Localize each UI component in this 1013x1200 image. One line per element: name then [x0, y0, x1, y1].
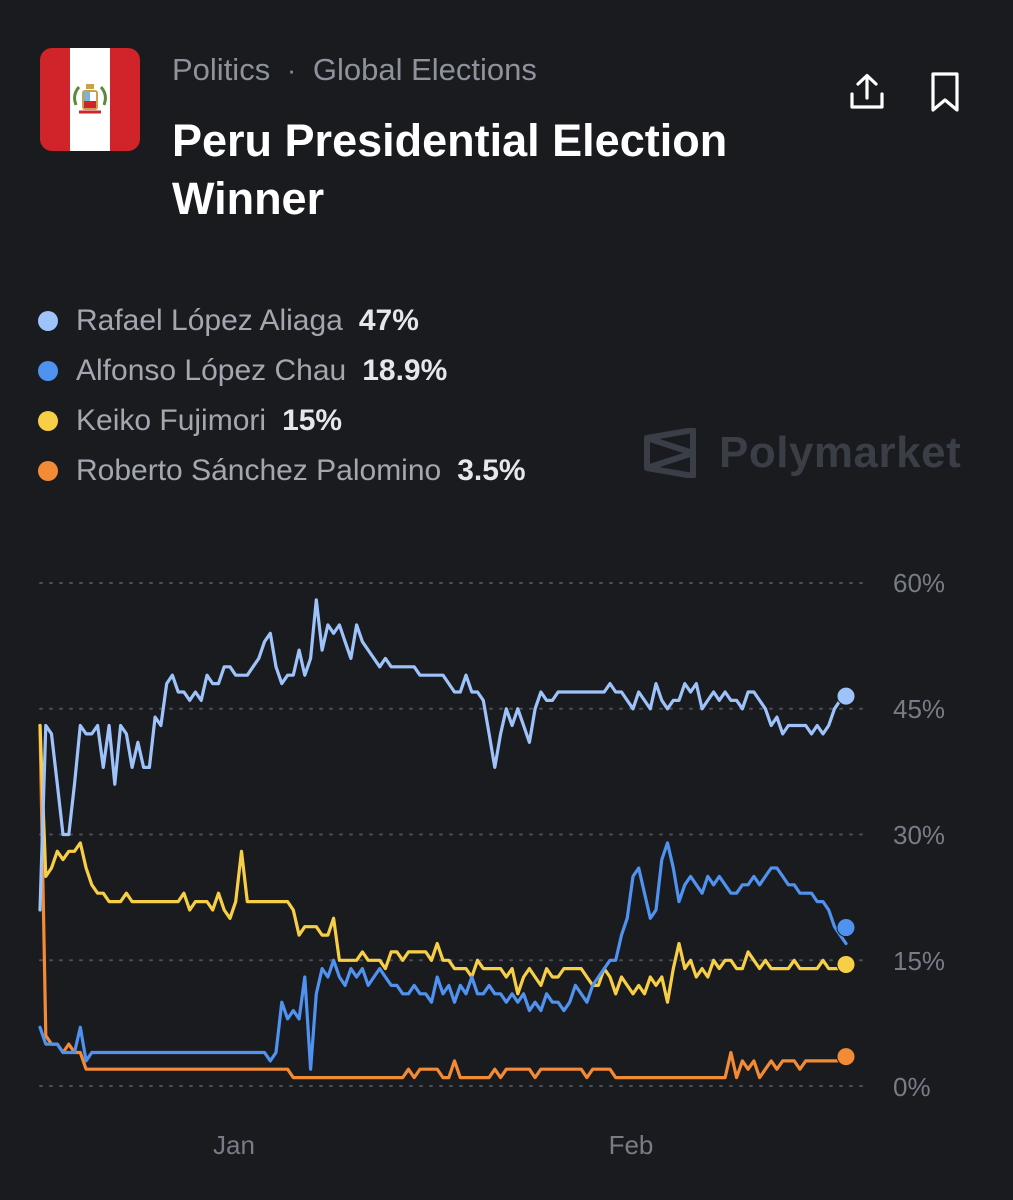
polymarket-logo-icon — [644, 428, 696, 478]
legend-name-keiko: Keiko Fujimori — [76, 404, 267, 437]
y-tick-label-15: 15% — [893, 946, 945, 976]
legend-item-keiko: Keiko Fujimori 15% — [38, 396, 526, 446]
x-axis-labels: Jan Feb — [213, 1130, 653, 1160]
chart-legend: Rafael López Aliaga 47% Alfonso López Ch… — [38, 296, 526, 496]
flag-white-stripe — [70, 48, 110, 151]
end-marker-keiko — [836, 954, 856, 974]
line-chart: 60% 45% 30% 15% 0% Jan Feb — [38, 568, 945, 1160]
legend-swatch-rafael — [38, 311, 58, 331]
legend-name-rafael: Rafael López Aliaga — [76, 304, 343, 337]
breadcrumb-subcategory[interactable]: Global Elections — [312, 52, 537, 87]
legend-name-roberto: Roberto Sánchez Palomino — [76, 454, 442, 487]
flag-red-stripe-right — [110, 48, 140, 151]
y-tick-label-60: 60% — [893, 568, 945, 598]
series-line-roberto — [38, 723, 848, 1080]
legend-swatch-alfonso — [38, 361, 58, 381]
breadcrumb-category[interactable]: Politics — [172, 52, 271, 87]
y-tick-label-45: 45% — [893, 694, 945, 724]
page-title: Peru Presidential Election Winner — [172, 115, 728, 224]
bookmark-icon — [931, 72, 959, 112]
y-axis-labels: 60% 45% 30% 15% 0% — [893, 568, 945, 1102]
series-line-rafael — [38, 598, 848, 912]
y-tick-label-30: 30% — [893, 820, 945, 850]
y-tick-label-0: 0% — [893, 1072, 931, 1102]
legend-item-rafael: Rafael López Aliaga 47% — [38, 296, 526, 346]
legend-item-roberto: Roberto Sánchez Palomino 3.5% — [38, 446, 526, 496]
x-tick-label-jan: Jan — [213, 1130, 255, 1160]
legend-name-alfonso: Alfonso López Chau — [76, 354, 347, 387]
series-lines — [38, 598, 848, 1080]
series-line-keiko — [38, 723, 848, 1004]
legend-item-alfonso: Alfonso López Chau 18.9% — [38, 346, 526, 396]
bookmark-button[interactable] — [921, 68, 969, 116]
legend-value-roberto: 3.5% — [457, 454, 526, 487]
peru-flag-icon — [40, 48, 140, 151]
legend-swatch-keiko — [38, 411, 58, 431]
end-marker-alfonso — [836, 918, 856, 938]
share-icon — [850, 73, 884, 109]
breadcrumb-separator: · — [287, 54, 296, 85]
series-end-markers — [836, 686, 856, 1067]
chart-grid — [39, 582, 867, 1087]
legend-value-rafael: 47% — [358, 304, 419, 337]
x-tick-label-feb: Feb — [609, 1130, 654, 1160]
polymarket-wordmark: Polymarket — [719, 428, 962, 477]
polymarket-watermark: Polymarket — [643, 428, 961, 478]
legend-value-keiko: 15% — [282, 404, 343, 437]
flag-red-stripe-left — [40, 48, 70, 151]
coat-of-arms-icon — [73, 83, 107, 113]
end-marker-roberto — [836, 1047, 856, 1067]
breadcrumb: Politics · Global Elections — [172, 52, 537, 88]
series-line-alfonso — [38, 841, 848, 1071]
share-button[interactable] — [843, 68, 891, 116]
legend-value-alfonso: 18.9% — [362, 354, 448, 387]
end-marker-rafael — [836, 686, 856, 706]
legend-swatch-roberto — [38, 461, 58, 481]
